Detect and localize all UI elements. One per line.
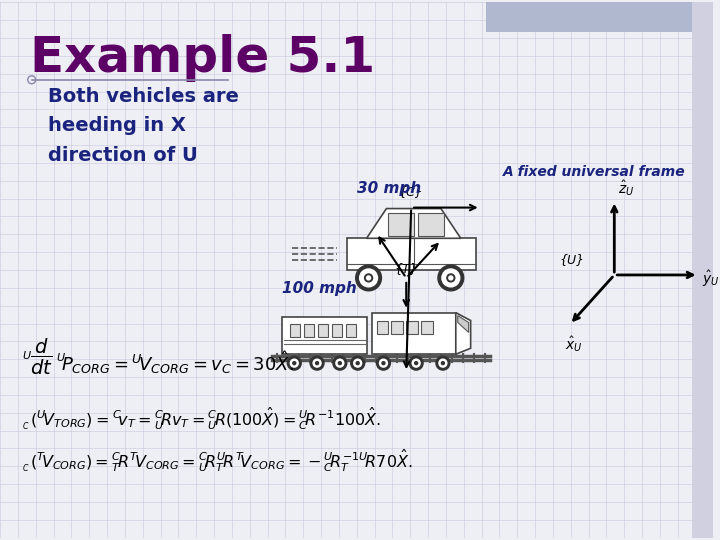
Bar [418,213,444,237]
Circle shape [333,356,347,370]
Circle shape [447,274,455,282]
Bar [346,325,356,338]
Text: {T}: {T} [395,262,418,275]
Bar [372,313,456,354]
Circle shape [356,362,359,364]
Circle shape [351,356,364,370]
Text: 100 mph: 100 mph [282,281,357,296]
Circle shape [310,356,324,370]
Circle shape [356,265,382,291]
Circle shape [412,359,420,367]
Text: 30 mph: 30 mph [356,181,420,195]
Circle shape [364,274,372,282]
Text: $U$: $U$ [22,349,32,361]
Bar [406,321,418,334]
Text: Both vehicles are
heeding in X
direction of U: Both vehicles are heeding in X direction… [48,87,238,165]
Polygon shape [456,313,471,354]
Polygon shape [458,315,469,333]
Circle shape [354,359,361,367]
Circle shape [287,356,301,370]
Circle shape [290,359,298,367]
Polygon shape [366,208,461,238]
Circle shape [409,356,423,370]
Text: $(^U\!V_{TORG}){=}^C\!v_T{=}^C_U\!Rv_T{=}^C_U\!R(100\hat{X}){=}^U_C\!R^{-1}100\h: $(^U\!V_{TORG}){=}^C\!v_T{=}^C_U\!Rv_T{=… [30,405,381,431]
Text: $U$: $U$ [56,351,66,363]
Circle shape [293,362,296,364]
Text: $^C$: $^C$ [22,422,30,431]
Circle shape [438,265,464,291]
Bar [290,325,300,338]
Bar [421,321,433,334]
Circle shape [366,276,371,280]
Circle shape [360,269,377,287]
Circle shape [379,359,387,367]
Text: {C}: {C} [399,185,423,198]
Circle shape [441,362,444,364]
Bar [304,325,314,338]
Text: $(^T\!V_{CORG}){=}^C_T\!R^T\!V_{CORG}{=}^C_U\!R^U_T\!R^T\!V_{CORG}{=}-^U_C\!R^{-: $(^T\!V_{CORG}){=}^C_T\!R^T\!V_{CORG}{=}… [30,448,413,474]
Text: $P_{CORG}{=}^{U}\!V_{CORG} = v_C = 30\hat{X}.$: $P_{CORG}{=}^{U}\!V_{CORG} = v_C = 30\ha… [61,349,294,376]
Circle shape [382,362,385,364]
Bar [485,3,714,32]
Text: $\hat{x}_U$: $\hat{x}_U$ [564,334,582,354]
Text: $^C$: $^C$ [22,464,30,474]
Bar [392,321,403,334]
Text: $\dfrac{d}{dt}$: $\dfrac{d}{dt}$ [30,337,53,377]
Bar [282,316,366,354]
Text: $\hat{y}_U$: $\hat{y}_U$ [701,269,719,289]
Circle shape [439,359,447,367]
Text: $\hat{z}_U$: $\hat{z}_U$ [618,178,635,198]
Circle shape [415,362,418,364]
Bar [388,213,414,237]
Circle shape [313,359,321,367]
Circle shape [377,356,390,370]
Circle shape [336,359,344,367]
Bar [332,325,342,338]
Bar [377,321,388,334]
Circle shape [315,362,318,364]
Bar [692,3,714,537]
Circle shape [442,269,460,287]
Text: {U}: {U} [559,253,585,266]
Text: A fixed universal frame: A fixed universal frame [503,165,686,179]
Text: Example 5.1: Example 5.1 [30,34,375,82]
Circle shape [338,362,341,364]
Bar [347,238,476,270]
Circle shape [449,276,453,280]
Circle shape [436,356,450,370]
Bar [318,325,328,338]
